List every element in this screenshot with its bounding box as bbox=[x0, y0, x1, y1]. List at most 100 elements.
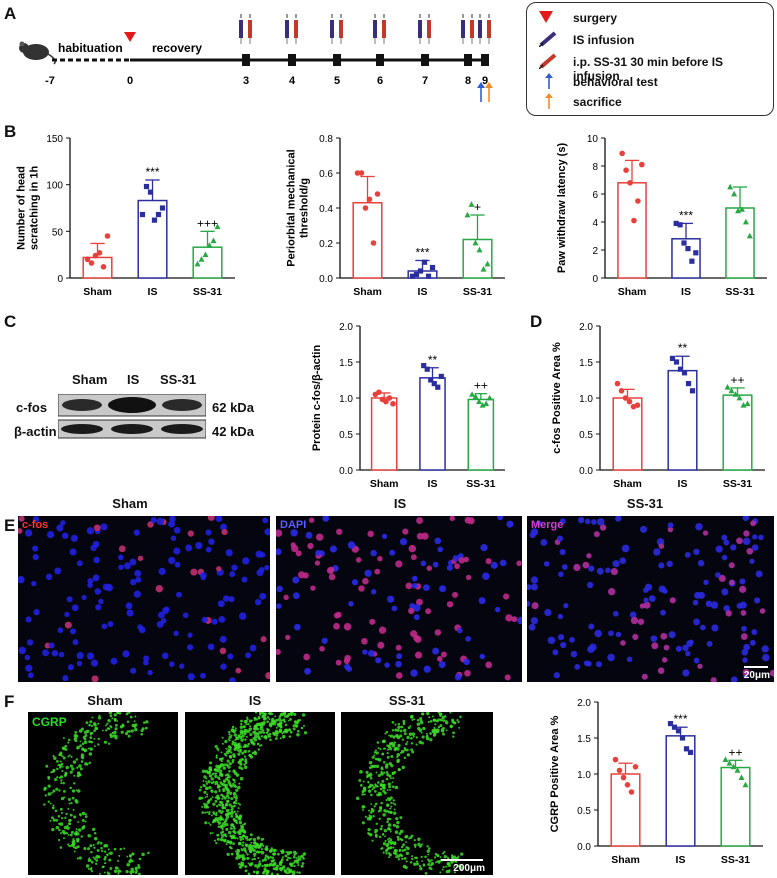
cgrp-dot bbox=[76, 774, 80, 778]
y-tick-label: 0.6 bbox=[319, 169, 333, 180]
cgrp-dot bbox=[226, 759, 230, 763]
nucleus-dot bbox=[384, 662, 390, 668]
data-point bbox=[151, 217, 158, 223]
cgrp-dot bbox=[438, 712, 443, 716]
cgrp-dot bbox=[388, 853, 392, 857]
cgrp-dot bbox=[232, 782, 235, 786]
nucleus-dot bbox=[86, 652, 95, 660]
nucleus-dot bbox=[254, 599, 262, 606]
data-point bbox=[732, 391, 739, 397]
cgrp-dot bbox=[398, 832, 402, 836]
nucleus-dot bbox=[18, 646, 27, 655]
data-point bbox=[687, 749, 694, 755]
cgrp-dot bbox=[254, 732, 257, 736]
cgrp-dot bbox=[66, 826, 70, 830]
nucleus-dot bbox=[454, 673, 462, 681]
data-point bbox=[139, 211, 146, 218]
nucleus-dot bbox=[621, 544, 630, 553]
cgrp-dot bbox=[230, 797, 234, 801]
cgrp-dot bbox=[235, 815, 239, 818]
e-image-ss31: Merge 20μm bbox=[527, 516, 774, 682]
cgrp-dot bbox=[415, 736, 419, 739]
nucleus-dot bbox=[81, 594, 87, 601]
data-point bbox=[428, 377, 434, 383]
cgrp-dot bbox=[417, 726, 421, 731]
surgery-triangle-icon bbox=[124, 32, 136, 42]
nucleus-dot bbox=[314, 560, 321, 566]
cgrp-dot bbox=[227, 811, 232, 816]
cgrp-dot bbox=[283, 868, 286, 872]
cgrp-dot bbox=[415, 743, 418, 746]
cgrp-dot bbox=[394, 785, 399, 790]
ss31-syringe-icon bbox=[539, 53, 557, 69]
nucleus-dot bbox=[399, 538, 408, 546]
cgrp-dot bbox=[380, 772, 384, 776]
nucleus-dot bbox=[543, 561, 550, 567]
data-point bbox=[413, 271, 420, 278]
nucleus-dot bbox=[413, 604, 421, 612]
cgrp-dot bbox=[271, 872, 274, 875]
cgrp-dot bbox=[445, 729, 448, 732]
cgrp-dot bbox=[281, 732, 284, 735]
cgrp-dot bbox=[214, 796, 218, 799]
cgrp-dot bbox=[439, 871, 442, 874]
cgrp-dot bbox=[236, 837, 239, 840]
cgrp-dot bbox=[385, 730, 389, 734]
nucleus-dot bbox=[105, 584, 111, 590]
cgrp-dot bbox=[223, 839, 227, 843]
cgrp-dot bbox=[449, 712, 452, 714]
cgrp-dot bbox=[406, 735, 410, 740]
nucleus-dot bbox=[423, 584, 430, 591]
cgrp-dot bbox=[458, 864, 462, 868]
nucleus-dot bbox=[570, 650, 578, 658]
cgrp-dot bbox=[113, 718, 117, 721]
cgrp-dot bbox=[220, 763, 223, 767]
data-point bbox=[417, 268, 424, 274]
cgrp-dot bbox=[86, 763, 89, 766]
cgrp-dot bbox=[227, 781, 232, 785]
bar-is bbox=[419, 377, 446, 471]
cgrp-dot bbox=[392, 846, 395, 849]
cgrp-dot bbox=[246, 716, 249, 719]
cgrp-dot bbox=[244, 729, 247, 732]
cgrp-dot bbox=[399, 734, 403, 738]
tick-label: -7 bbox=[45, 75, 55, 87]
cgrp-dot bbox=[385, 771, 389, 774]
cgrp-dot bbox=[275, 864, 280, 869]
cgrp-dot bbox=[397, 858, 401, 861]
data-point bbox=[468, 201, 475, 207]
cgrp-dot bbox=[388, 785, 391, 789]
cgrp-dot bbox=[89, 844, 93, 848]
cgrp-dot bbox=[228, 733, 231, 736]
cgrp-dot bbox=[373, 751, 377, 754]
cgrp-dot bbox=[104, 862, 107, 865]
cgrp-dot bbox=[399, 837, 402, 841]
cgrp-dot bbox=[83, 737, 87, 741]
nucleus-dot bbox=[160, 617, 167, 624]
cgrp-dot bbox=[270, 847, 274, 850]
cgrp-dot bbox=[54, 778, 58, 782]
nucleus-dot bbox=[264, 564, 270, 571]
tick-marker-4 bbox=[288, 54, 296, 66]
cgrp-dot bbox=[256, 836, 261, 840]
cgrp-dot bbox=[369, 834, 372, 837]
y-tick-label: 2.0 bbox=[577, 698, 591, 709]
sacrifice-arrow-icon bbox=[485, 82, 493, 102]
nucleus-dot bbox=[221, 528, 228, 536]
cgrp-dot bbox=[293, 855, 296, 859]
cgrp-dot bbox=[90, 870, 94, 873]
cgrp-dot bbox=[235, 788, 239, 792]
cgrp-dot bbox=[84, 815, 88, 818]
cgrp-dot bbox=[285, 850, 288, 854]
cgrp-dot bbox=[242, 841, 245, 844]
nucleus-dot bbox=[290, 542, 296, 548]
cgrp-dot bbox=[59, 807, 63, 811]
nucleus-dot bbox=[58, 651, 65, 658]
cgrp-dot bbox=[231, 725, 235, 729]
cgrp-dot bbox=[101, 865, 105, 869]
cgrp-dot bbox=[87, 867, 90, 870]
cgrp-dot bbox=[47, 784, 51, 788]
cgrp-dot bbox=[67, 833, 70, 836]
nucleus-dot bbox=[176, 591, 182, 598]
